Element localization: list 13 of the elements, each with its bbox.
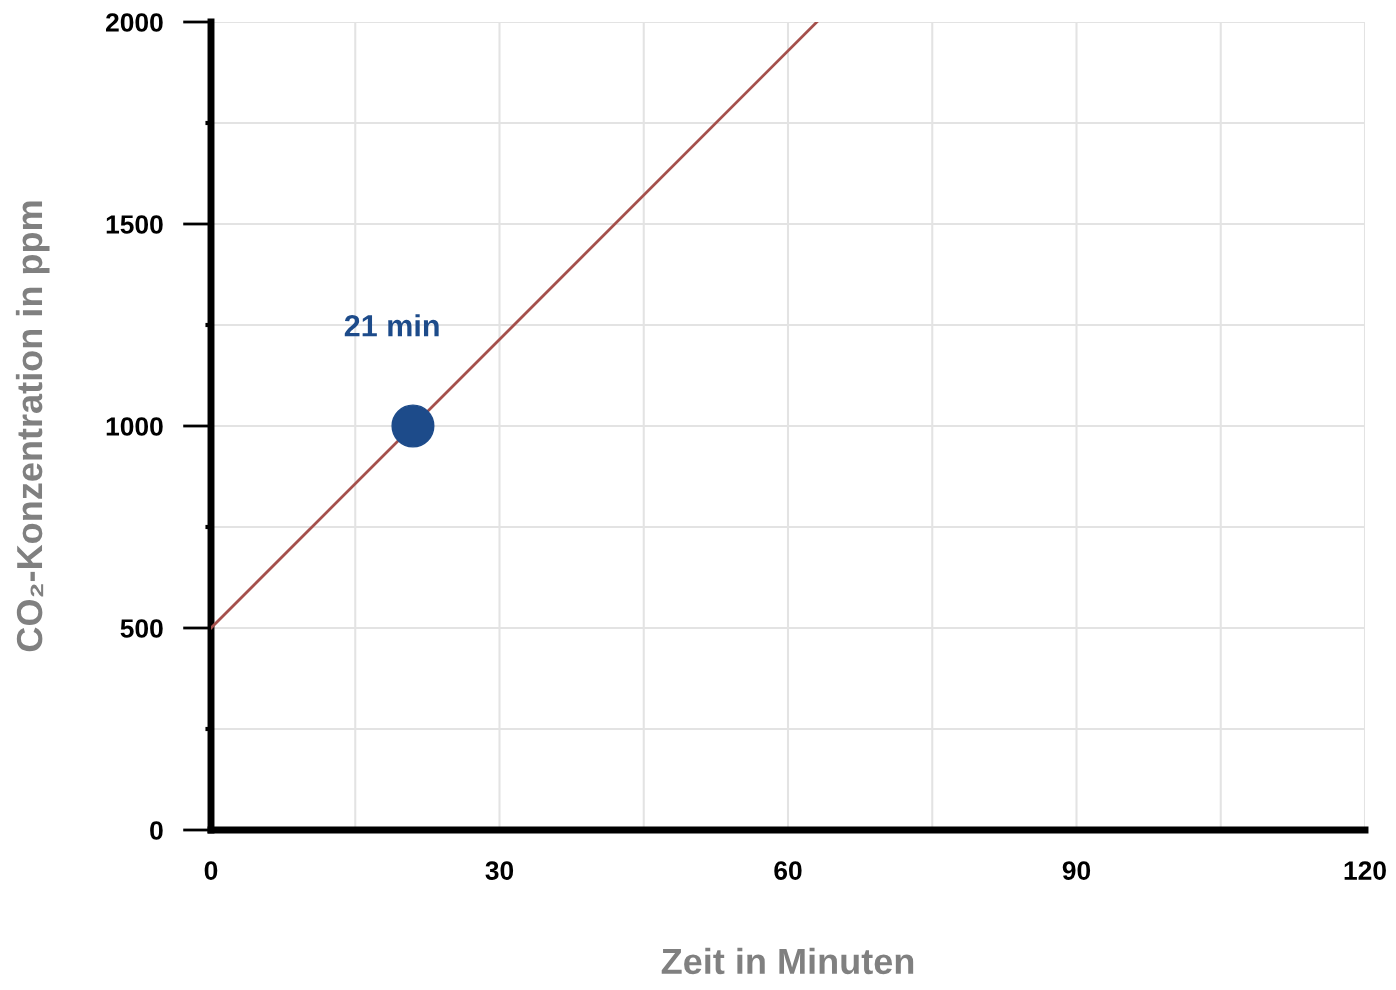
y-tick-label: 1000 xyxy=(106,417,163,436)
x-tick-label: 120 xyxy=(1344,861,1386,880)
y-tick-label: 1500 xyxy=(106,215,163,234)
x-tick-label: 30 xyxy=(485,861,514,880)
x-tick-label: 90 xyxy=(1062,861,1091,880)
x-tick-label: 60 xyxy=(774,861,802,880)
x-tick-label: 0 xyxy=(204,861,218,880)
y-tick-label: 2000 xyxy=(105,13,163,32)
y-tick-label: 0 xyxy=(150,821,163,840)
y-axis-title: CO₂-Konzentration in ppm xyxy=(15,201,50,652)
y-tick-label: 500 xyxy=(120,619,163,638)
annotation: 21 min xyxy=(344,314,439,337)
x-axis-title: Zeit in Minuten xyxy=(661,947,914,975)
